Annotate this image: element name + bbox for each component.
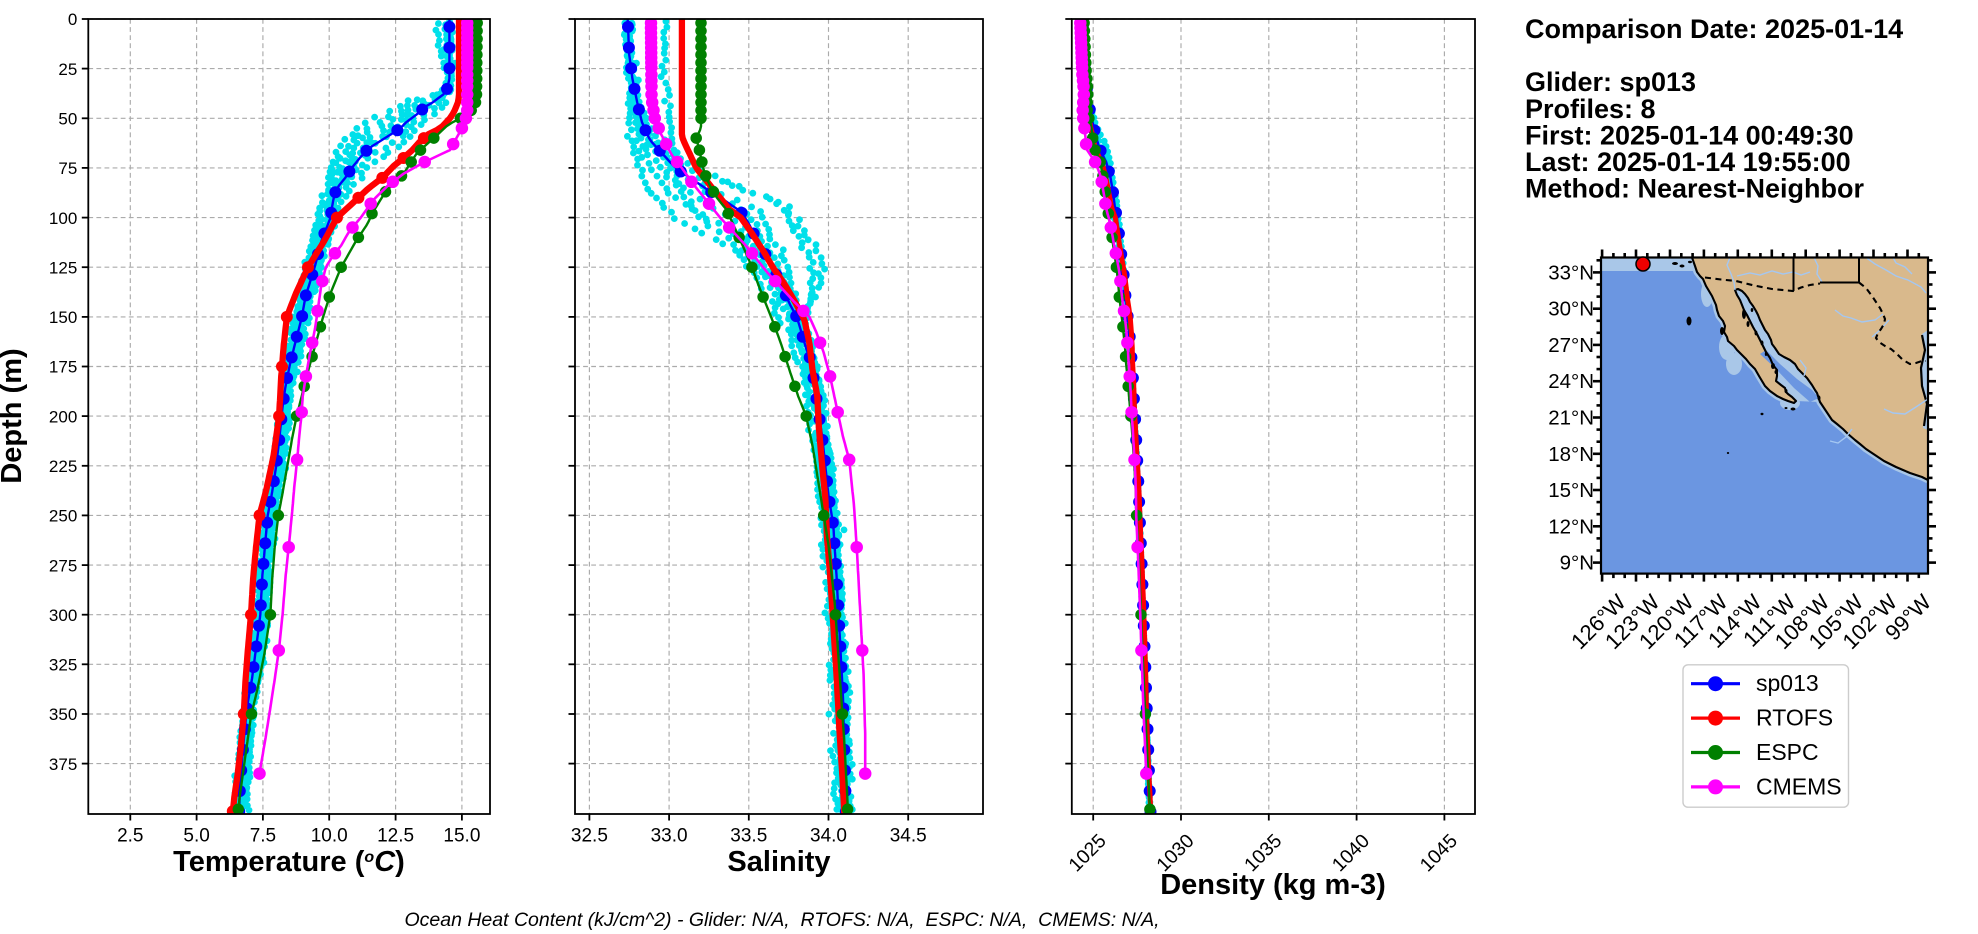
svg-text:75: 75 [58,159,77,178]
svg-text:7.5: 7.5 [250,826,276,847]
svg-text:Profiles: 8: Profiles: 8 [1525,94,1656,124]
svg-text:2.5: 2.5 [117,826,143,847]
svg-text:18°N: 18°N [1548,443,1594,466]
svg-text:First: 2025-01-14 00:49:30: First: 2025-01-14 00:49:30 [1525,120,1854,150]
svg-text:10.0: 10.0 [311,826,348,847]
svg-text:27°N: 27°N [1548,334,1594,357]
svg-text:150: 150 [49,308,77,327]
svg-text:30°N: 30°N [1548,298,1594,321]
svg-text:Density (kg m-3): Density (kg m-3) [1160,869,1386,901]
svg-text:175: 175 [49,358,77,377]
svg-text:325: 325 [49,656,77,675]
svg-text:25: 25 [58,60,77,79]
svg-text:Comparison Date: 2025-01-14: Comparison Date: 2025-01-14 [1525,14,1903,44]
svg-text:sp013: sp013 [1756,670,1819,696]
svg-text:Depth (m): Depth (m) [0,348,28,483]
svg-text:Last: 2025-01-14 19:55:00: Last: 2025-01-14 19:55:00 [1525,147,1851,177]
svg-text:ESPC: ESPC [1756,739,1819,765]
svg-text:34.5: 34.5 [890,826,927,847]
svg-text:9°N: 9°N [1560,552,1594,575]
svg-text:300: 300 [49,606,77,625]
svg-text:5.0: 5.0 [183,826,209,847]
svg-text:200: 200 [49,407,77,426]
svg-text:CMEMS: CMEMS [1756,773,1842,799]
svg-text:250: 250 [49,507,77,526]
svg-text:34.0: 34.0 [810,826,847,847]
svg-text:15.0: 15.0 [443,826,480,847]
svg-text:Method: Nearest-Neighbor: Method: Nearest-Neighbor [1525,174,1865,204]
svg-text:33°N: 33°N [1548,261,1594,284]
svg-text:32.5: 32.5 [571,826,608,847]
svg-text:275: 275 [49,556,77,575]
svg-text:375: 375 [49,755,77,774]
svg-text:0: 0 [68,10,77,29]
svg-text:350: 350 [49,705,77,724]
svg-text:24°N: 24°N [1548,370,1594,393]
svg-text:100: 100 [49,209,77,228]
svg-text:125: 125 [49,258,77,277]
svg-text:21°N: 21°N [1548,407,1594,430]
svg-text:50: 50 [58,110,77,129]
svg-text:12°N: 12°N [1548,515,1594,538]
svg-text:Glider: sp013: Glider: sp013 [1525,67,1696,97]
svg-text:225: 225 [49,457,77,476]
svg-text:12.5: 12.5 [377,826,414,847]
svg-text:33.0: 33.0 [651,826,688,847]
svg-text:Ocean Heat Content (kJ/cm^2) -: Ocean Heat Content (kJ/cm^2) - Glider: N… [404,909,1159,931]
svg-text:33.5: 33.5 [730,826,767,847]
svg-text:15°N: 15°N [1548,479,1594,502]
svg-text:Salinity: Salinity [727,846,830,878]
svg-text:RTOFS: RTOFS [1756,705,1833,731]
